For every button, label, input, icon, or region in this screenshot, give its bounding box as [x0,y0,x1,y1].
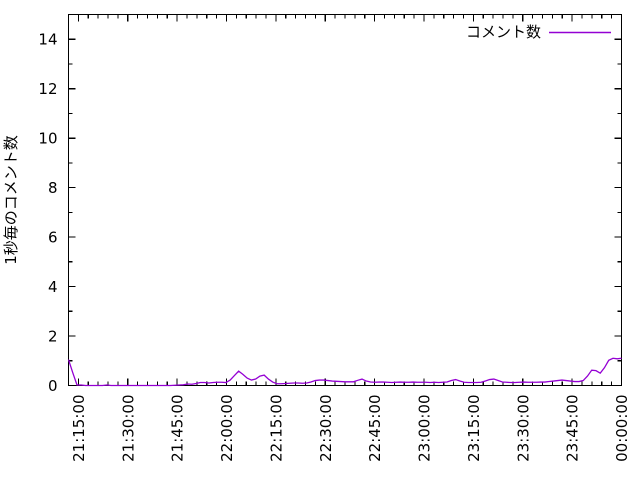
y-tick-label: 2 [48,328,58,346]
x-tick-label: 22:45:00 [366,395,384,462]
plot-border [67,13,623,387]
y-tick-label: 4 [48,278,58,296]
y-tick-label: 10 [38,130,57,148]
x-tick-label: 22:30:00 [317,395,335,462]
legend-label: コメント数 [466,23,541,41]
x-tick-label: 21:30:00 [119,395,137,462]
x-tick-label: 21:15:00 [70,395,88,462]
y-axis-title-text: 1秒毎のコメント数 [2,135,20,265]
x-tick-label: 21:45:00 [169,395,187,462]
y-tick-label: 0 [48,377,58,395]
y-tick-label: 8 [48,179,58,197]
x-axis-ticks: 21:15:00 21:30:00 21:45:00 22:00:00 22:15:00… [67,14,631,462]
data-line-1 [67,357,622,387]
y-axis-ticks: 0 2 4 6 8 10 12 14 [38,13,622,395]
x-tick-label: 23:30:00 [514,395,532,462]
x-tick-label: 22:15:00 [267,395,285,462]
x-tick-label: 00:00:00 [613,395,631,462]
y-tick-label: 14 [38,31,57,49]
data-series-group [67,357,622,387]
x-tick-label: 23:15:00 [465,395,483,462]
y-axis-title: 1秒毎のコメント数 [2,135,20,265]
x-tick-label: 22:00:00 [218,395,236,462]
x-tick-label: 23:45:00 [564,395,582,462]
y-tick-label: 12 [38,80,57,98]
plot-frame [67,13,623,387]
x-tick-label: 23:00:00 [416,395,434,462]
y-tick-label: 6 [48,229,58,247]
legend: コメント数 [466,23,611,41]
